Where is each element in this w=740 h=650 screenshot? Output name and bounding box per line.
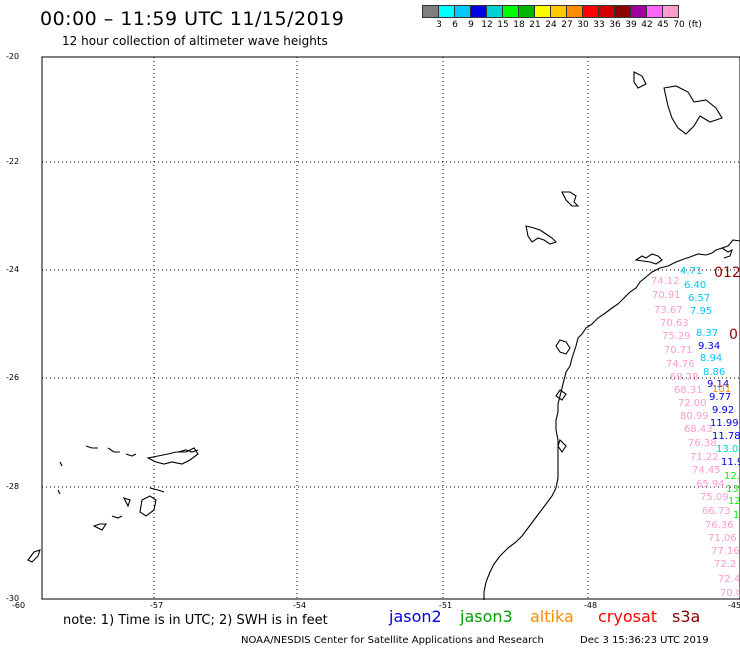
legend-label: 9 (468, 20, 474, 30)
wave-height-value: 76.38 (688, 438, 717, 449)
legend-label: 36 (609, 20, 621, 30)
wave-height-value: 13.03 (716, 444, 740, 455)
map-frame (41, 56, 740, 600)
legend-label: 12 (481, 20, 493, 30)
wave-height-value: 0 (729, 327, 738, 343)
legend-label: 70 (673, 20, 685, 30)
legend-labels: 3 6 9 12 15 18 21 24 27 30 33 36 39 42 45 70 (ft) (422, 18, 740, 30)
wave-height-value: 8.37 (696, 328, 719, 339)
wave-height-value: 6.40 (684, 280, 707, 291)
wave-height-value: 72.2 (714, 559, 737, 570)
wave-height-value: 9.77 (709, 392, 732, 403)
map-subtitle: 12 hour collection of altimeter wave hei… (62, 34, 328, 48)
wave-height-value: 74.12 (651, 276, 680, 287)
wave-height-value: 70.63 (660, 318, 689, 329)
color-legend: 3 6 9 12 15 18 21 24 27 30 33 36 39 42 45 70 (ft) (422, 5, 740, 30)
wave-height-value: 1 (733, 510, 740, 521)
satellite-label: jason3 (460, 607, 513, 626)
satellite-label: s3a (672, 607, 701, 626)
wave-height-value: 11.99 (710, 418, 739, 429)
legend-label: 27 (561, 20, 573, 30)
latitude-tick-label: -30 (6, 594, 20, 603)
legend-label: 39 (625, 20, 637, 30)
legend-label: 33 (593, 20, 605, 30)
map-title: 00:00 – 11:59 UTC 11/15/2019 (40, 8, 345, 30)
longitude-tick-label: -48 (584, 601, 598, 610)
wave-height-value: 70.71 (664, 345, 693, 356)
latitude-tick-label: -26 (6, 373, 20, 382)
legend-label: 24 (545, 20, 557, 30)
wave-height-value: 72.00 (678, 398, 707, 409)
wave-height-value: 9.14 (707, 379, 730, 390)
latitude-tick-label: -20 (6, 52, 20, 61)
wave-height-value: 8.86 (703, 367, 726, 378)
longitude-tick-label: -51 (439, 601, 453, 610)
map-graticule (42, 57, 740, 599)
wave-height-value: 4.71 (680, 266, 703, 277)
wave-height-value: 76.36 (705, 520, 734, 531)
wave-height-value: 8.94 (700, 353, 723, 364)
wave-height-value: 75.09 (700, 492, 729, 503)
wave-height-value: 70.91 (652, 290, 681, 301)
longitude-tick-label: -45 (728, 601, 740, 610)
legend-label: 6 (452, 20, 458, 30)
wave-height-value: 77.16 (711, 546, 740, 557)
wave-height-value: 68.43 (684, 424, 713, 435)
wave-height-value: 101 (712, 384, 732, 395)
wave-height-value: 73.67 (654, 305, 683, 316)
wave-height-value: 71.22 (690, 452, 719, 463)
legend-label: (ft) (688, 20, 702, 30)
legend-swatch (662, 5, 679, 18)
brazil-coastline (483, 239, 740, 600)
wave-height-value: 69.78 (670, 372, 699, 383)
longitude-tick-label: -57 (150, 601, 164, 610)
wave-height-value: 11.9 (721, 457, 740, 468)
satellite-label: cryosat (598, 607, 658, 626)
footer-note: note: 1) Time is in UTC; 2) SWH is in fe… (63, 613, 328, 628)
legend-label: 15 (497, 20, 509, 30)
wave-height-value: 11.78 (712, 431, 740, 442)
legend-label: 45 (657, 20, 669, 30)
generated-timestamp: Dec 3 15:36:23 UTC 2019 (580, 635, 709, 646)
wave-height-value: 65.94 (696, 479, 725, 490)
longitude-tick-label: -60 (12, 601, 26, 610)
wave-height-value: 7.95 (690, 306, 713, 317)
wave-height-value: 66.73 (702, 506, 731, 517)
wave-height-value: 6.57 (688, 293, 711, 304)
latitude-tick-label: -28 (6, 482, 20, 491)
legend-label: 21 (529, 20, 541, 30)
legend-label: 42 (641, 20, 653, 30)
satellite-label: jason2 (389, 607, 442, 626)
wave-height-value: 68.31 (674, 385, 703, 396)
wave-height-value: 74.45 (692, 465, 721, 476)
satellite-label: altika (530, 607, 574, 626)
wave-height-value: 9.92 (712, 405, 735, 416)
wave-height-value: 72.4 (718, 574, 740, 585)
credit-line: NOAA/NESDIS Center for Satellite Applica… (241, 635, 544, 646)
wave-height-value: 9.34 (698, 341, 721, 352)
legend-label: 18 (513, 20, 525, 30)
wave-height-value: 12. (724, 471, 740, 482)
coastline (27, 71, 740, 600)
wave-height-value: 012 (714, 265, 740, 281)
latitude-tick-label: -22 (6, 157, 20, 166)
latitude-tick-label: -24 (6, 265, 20, 274)
legend-label: 30 (577, 20, 589, 30)
legend-swatches (422, 5, 740, 18)
wave-height-value: 70.0 (720, 588, 740, 599)
wave-height-value: 12 (728, 496, 740, 507)
legend-label: 3 (436, 20, 442, 30)
wave-height-value: 13. (726, 484, 740, 495)
longitude-tick-label: -54 (293, 601, 307, 610)
wave-height-value: 80.99 (680, 411, 709, 422)
wave-height-value: 75.29 (662, 331, 691, 342)
wave-height-value: 74.76 (666, 359, 695, 370)
wave-height-value: 71.06 (708, 533, 737, 544)
